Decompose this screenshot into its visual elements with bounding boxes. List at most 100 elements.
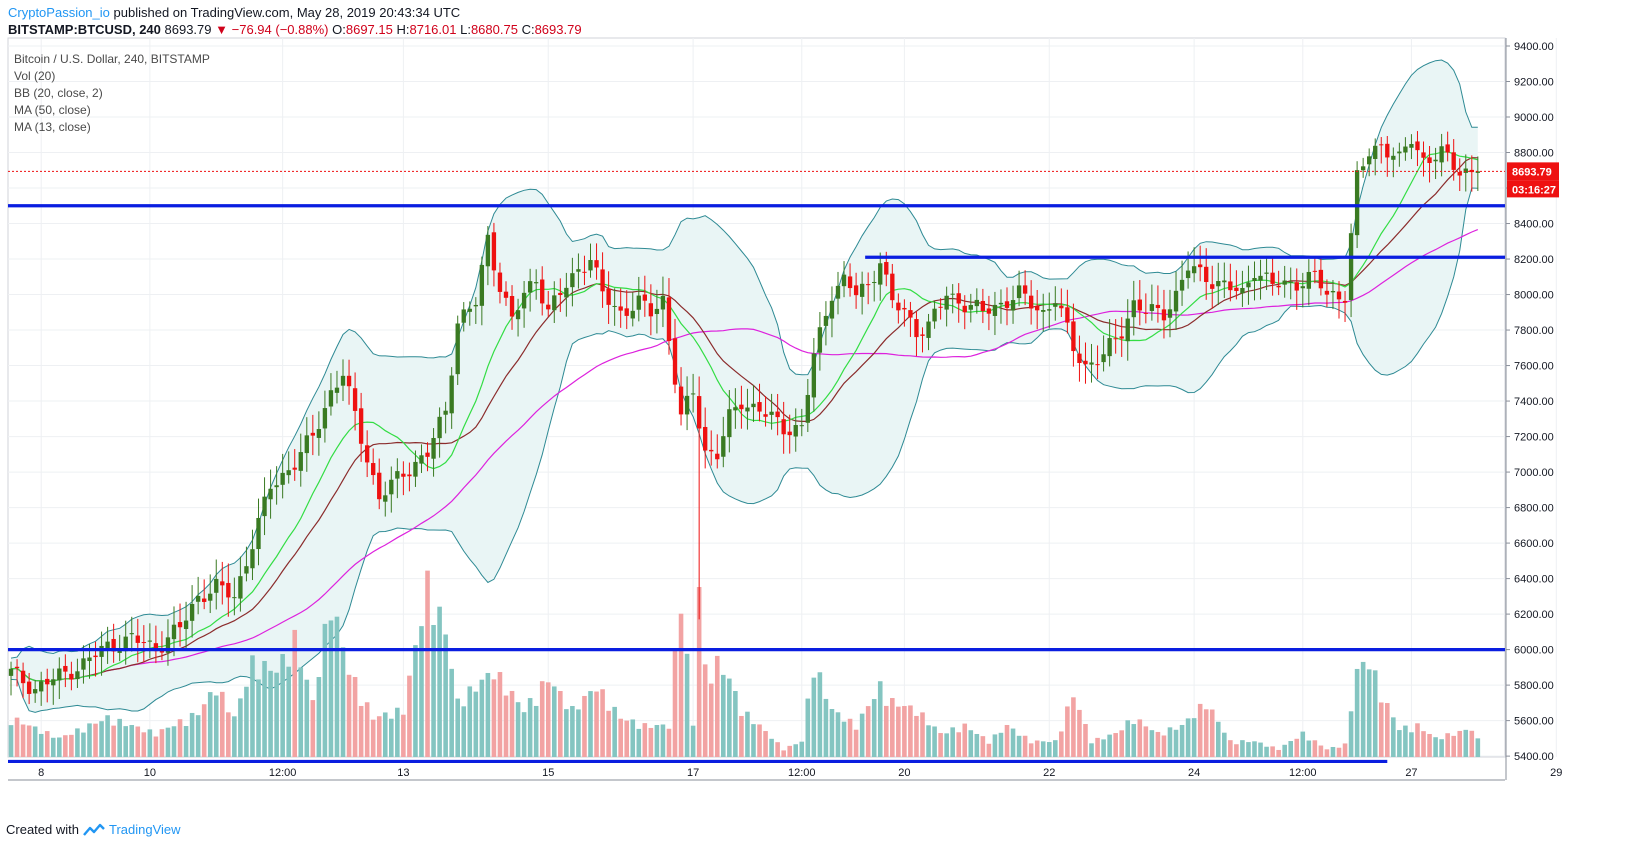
volume-bar	[389, 718, 394, 757]
candle-body	[57, 668, 62, 681]
volume-bar	[232, 716, 237, 757]
candle-body	[1059, 305, 1064, 309]
candle	[123, 620, 128, 665]
countdown-badge	[1507, 180, 1559, 198]
volume-bar	[1336, 747, 1342, 757]
volume-bar	[449, 668, 454, 757]
candle-body	[153, 643, 159, 652]
candle-body	[310, 432, 316, 436]
volume-bar	[165, 727, 171, 757]
candle-body	[340, 375, 346, 386]
candle-body	[908, 310, 913, 318]
volume-bar	[956, 732, 962, 757]
volume-bar	[1294, 738, 1300, 757]
candle-body	[298, 452, 303, 471]
last-price-badge	[1507, 162, 1559, 181]
candle-body	[473, 304, 478, 307]
candle-body	[546, 304, 551, 310]
candle-body	[751, 403, 756, 408]
legend-ma50[interactable]: MA (50, close)	[14, 103, 91, 117]
candle	[93, 641, 98, 677]
volume-bar	[1149, 730, 1155, 757]
volume-bar	[497, 672, 503, 757]
legend-bb[interactable]: BB (20, close, 2)	[14, 86, 103, 100]
candle	[467, 301, 472, 326]
candle-body	[1373, 145, 1378, 159]
volume-bar	[521, 712, 527, 757]
volume-bar	[877, 681, 883, 757]
candle	[1391, 147, 1396, 178]
bollinger-lower-line	[10, 187, 1478, 713]
time-tick-label: 8	[38, 767, 44, 779]
high-label: H:	[396, 22, 410, 37]
candle	[600, 252, 605, 308]
volume-bar	[1016, 735, 1022, 757]
candle	[817, 312, 823, 371]
candle-body	[1336, 291, 1342, 300]
candle-body	[570, 273, 575, 288]
candle-body	[1167, 309, 1173, 318]
volume-bar	[533, 705, 539, 757]
candle-body	[395, 471, 400, 479]
candle-body	[1107, 338, 1112, 357]
candle	[26, 672, 32, 705]
candle-body	[733, 407, 738, 411]
candle-body	[787, 431, 792, 436]
volume-bar	[340, 647, 346, 757]
volume-bar	[262, 660, 267, 757]
legend-vol[interactable]: Vol (20)	[14, 69, 56, 83]
candle	[141, 625, 146, 662]
volume-bar	[1318, 745, 1324, 757]
time-tick-label: 22	[1043, 767, 1055, 779]
volume-bar	[1143, 726, 1149, 757]
volume-bar	[310, 700, 316, 757]
candle-body	[461, 309, 466, 323]
volume-bar	[642, 723, 648, 757]
volume-bar	[648, 727, 654, 757]
candle-body	[1216, 281, 1221, 287]
candle	[1191, 247, 1197, 283]
candle-body	[8, 668, 14, 676]
candle	[914, 311, 919, 357]
candle-body	[419, 455, 424, 464]
volume-bar	[660, 724, 666, 757]
candle-body	[950, 293, 955, 295]
candle	[1318, 257, 1324, 296]
volume-bar	[171, 726, 177, 757]
candle-body	[962, 305, 967, 313]
volume-bar	[129, 725, 135, 757]
candle-body	[497, 272, 503, 292]
volume-bar	[1173, 729, 1179, 757]
candle-body	[914, 319, 919, 338]
volume-bar	[974, 733, 980, 757]
volume-bar	[376, 716, 382, 757]
volume-bar	[1258, 742, 1263, 757]
candle	[690, 373, 696, 413]
candle-body	[1240, 287, 1245, 294]
volume-bar	[690, 725, 696, 757]
author-link[interactable]: CryptoPassion_io	[8, 5, 110, 20]
price-tick-label: 9200.00	[1514, 77, 1554, 89]
candle-body	[141, 642, 146, 644]
candle	[1119, 317, 1124, 357]
legend-ma13[interactable]: MA (13, close)	[14, 120, 91, 134]
candle	[872, 270, 877, 302]
candle-body	[45, 678, 50, 685]
candle	[793, 408, 798, 452]
tradingview-link[interactable]: TradingView	[108, 822, 181, 837]
candle	[1197, 245, 1203, 282]
candle-body	[1427, 157, 1432, 163]
volume-bar	[527, 698, 533, 757]
candle	[1421, 141, 1426, 177]
volume-bar	[485, 672, 491, 757]
candle	[177, 603, 183, 647]
candle	[39, 671, 44, 706]
close-label: C:	[521, 22, 535, 37]
candle-body	[431, 437, 436, 459]
volume-bar	[1155, 731, 1161, 757]
candle-body	[1228, 281, 1233, 291]
volume-bar	[727, 678, 732, 757]
candle	[1101, 335, 1106, 372]
